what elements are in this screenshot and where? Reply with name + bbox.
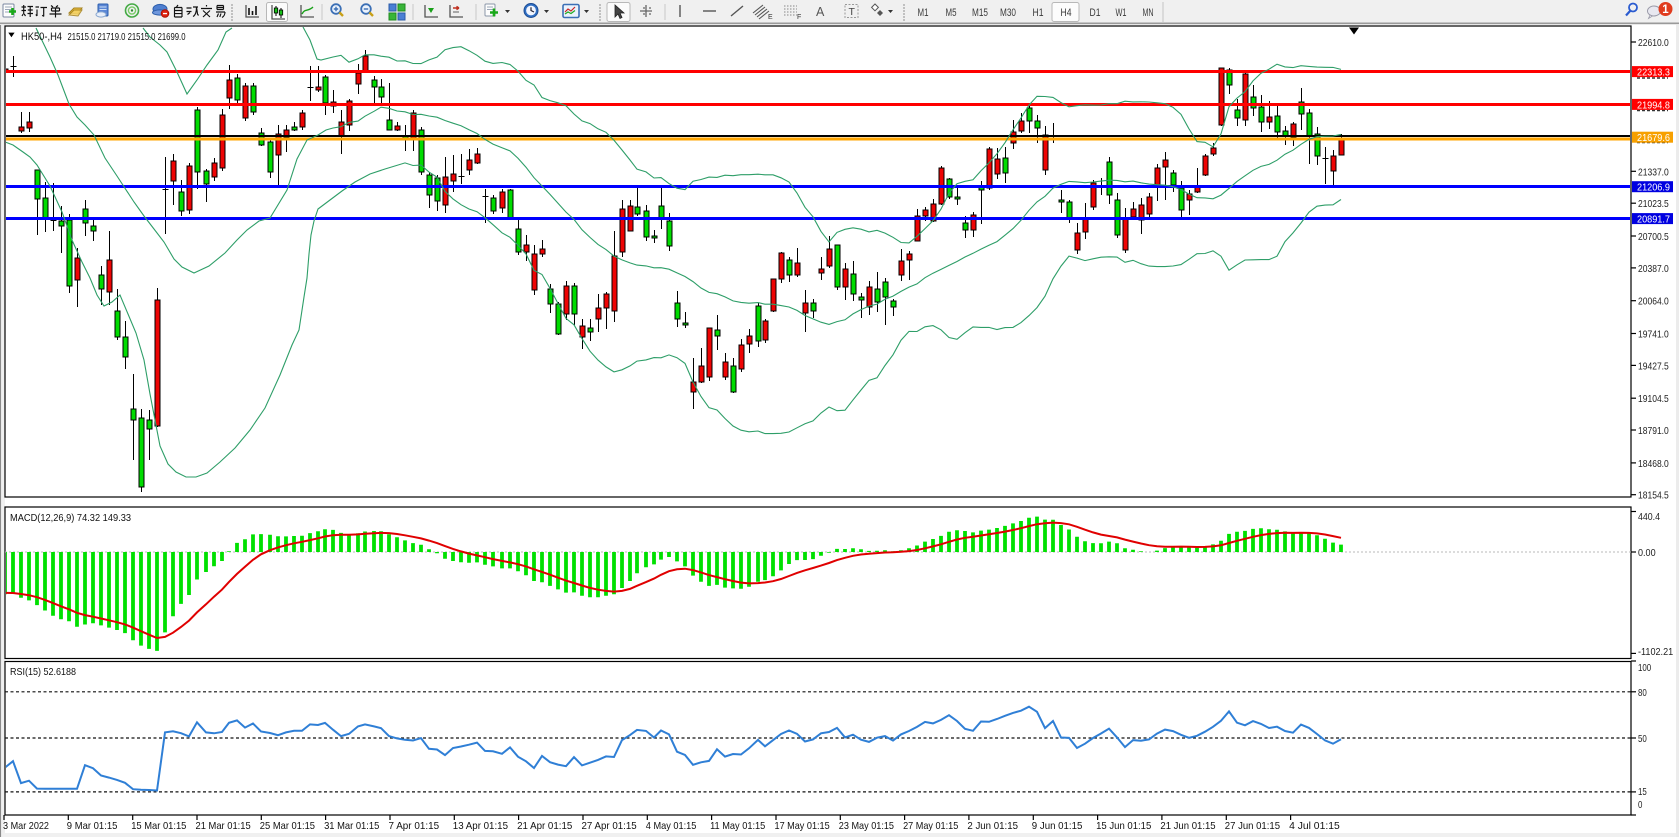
svg-text:H4: H4 <box>1061 7 1072 19</box>
svg-text:20700.5: 20700.5 <box>1638 231 1669 243</box>
svg-text:21023.5: 21023.5 <box>1638 198 1669 210</box>
svg-text:21 Jun 01:15: 21 Jun 01:15 <box>1160 820 1215 832</box>
svg-text:-1102.21: -1102.21 <box>1638 646 1673 658</box>
svg-text:19104.5: 19104.5 <box>1638 393 1669 405</box>
svg-text:27 Jun 01:15: 27 Jun 01:15 <box>1225 820 1280 832</box>
svg-text:4 May 01:15: 4 May 01:15 <box>646 820 697 832</box>
svg-text:22313.3: 22313.3 <box>1637 67 1670 79</box>
svg-text:13 Apr 01:15: 13 Apr 01:15 <box>453 820 508 832</box>
svg-text:7 Apr 01:15: 7 Apr 01:15 <box>389 820 440 832</box>
svg-text:15 Jun 01:15: 15 Jun 01:15 <box>1096 820 1151 832</box>
svg-text:M5: M5 <box>946 7 957 19</box>
svg-text:80: 80 <box>1638 687 1647 699</box>
svg-text:15 Mar 01:15: 15 Mar 01:15 <box>131 820 186 832</box>
svg-text:21679.6: 21679.6 <box>1637 132 1670 144</box>
svg-text:9 Jun 01:15: 9 Jun 01:15 <box>1032 820 1083 832</box>
svg-text:RSI(15) 52.6188: RSI(15) 52.6188 <box>10 666 76 678</box>
svg-text:21994.8: 21994.8 <box>1637 99 1670 111</box>
svg-text:MACD(12,26,9) 74.32 149.33: MACD(12,26,9) 74.32 149.33 <box>10 512 131 524</box>
svg-text:27 Apr 01:15: 27 Apr 01:15 <box>582 820 637 832</box>
svg-text:9 Mar 01:15: 9 Mar 01:15 <box>67 820 118 832</box>
svg-text:M15: M15 <box>972 7 988 19</box>
svg-text:4 Jul 01:15: 4 Jul 01:15 <box>1289 820 1340 832</box>
svg-text:50: 50 <box>1638 733 1647 745</box>
svg-text:M1: M1 <box>918 7 929 19</box>
svg-text:T: T <box>849 6 856 18</box>
svg-text:3 Mar 2022: 3 Mar 2022 <box>3 820 49 832</box>
svg-text:HK50-,H4: HK50-,H4 <box>21 31 62 43</box>
svg-text:20387.0: 20387.0 <box>1638 263 1669 275</box>
svg-text:21337.0: 21337.0 <box>1638 166 1669 178</box>
svg-text:MN: MN <box>1143 7 1154 19</box>
svg-text:E: E <box>768 14 773 21</box>
svg-text:23 May 01:15: 23 May 01:15 <box>839 820 894 832</box>
svg-text:21 Apr 01:15: 21 Apr 01:15 <box>517 820 572 832</box>
svg-text:19741.0: 19741.0 <box>1638 329 1669 341</box>
svg-text:18154.5: 18154.5 <box>1638 490 1669 502</box>
svg-text:100: 100 <box>1638 662 1651 674</box>
svg-text:20891.7: 20891.7 <box>1637 214 1670 226</box>
svg-text:25 Mar 01:15: 25 Mar 01:15 <box>260 820 315 832</box>
svg-text:21515.0 21719.0 21515.0 21699.: 21515.0 21719.0 21515.0 21699.0 <box>68 31 186 43</box>
svg-text:21206.9: 21206.9 <box>1637 182 1670 194</box>
svg-text:2 Jun 01:15: 2 Jun 01:15 <box>967 820 1018 832</box>
svg-text:18791.0: 18791.0 <box>1638 425 1669 437</box>
svg-text:17 May 01:15: 17 May 01:15 <box>775 820 830 832</box>
svg-text:A: A <box>816 5 825 19</box>
svg-text:1: 1 <box>1662 4 1669 16</box>
svg-text:H1: H1 <box>1033 7 1044 19</box>
svg-text:20064.0: 20064.0 <box>1638 296 1669 308</box>
svg-text:19427.5: 19427.5 <box>1638 360 1669 372</box>
svg-text:D1: D1 <box>1090 7 1101 19</box>
svg-text:15: 15 <box>1638 786 1647 798</box>
svg-text:18468.0: 18468.0 <box>1638 458 1669 470</box>
svg-text:31 Mar 01:15: 31 Mar 01:15 <box>324 820 379 832</box>
svg-text:M30: M30 <box>1000 7 1016 19</box>
svg-text:0.00: 0.00 <box>1638 547 1656 559</box>
svg-text:27 May 01:15: 27 May 01:15 <box>903 820 958 832</box>
svg-text:22610.0: 22610.0 <box>1638 37 1669 49</box>
svg-text:21 Mar 01:15: 21 Mar 01:15 <box>196 820 251 832</box>
svg-text:W1: W1 <box>1116 7 1127 19</box>
svg-text:11 May 01:15: 11 May 01:15 <box>710 820 765 832</box>
svg-text:F: F <box>797 14 801 21</box>
svg-text:0: 0 <box>1638 799 1643 811</box>
svg-text:440.4: 440.4 <box>1638 511 1660 523</box>
